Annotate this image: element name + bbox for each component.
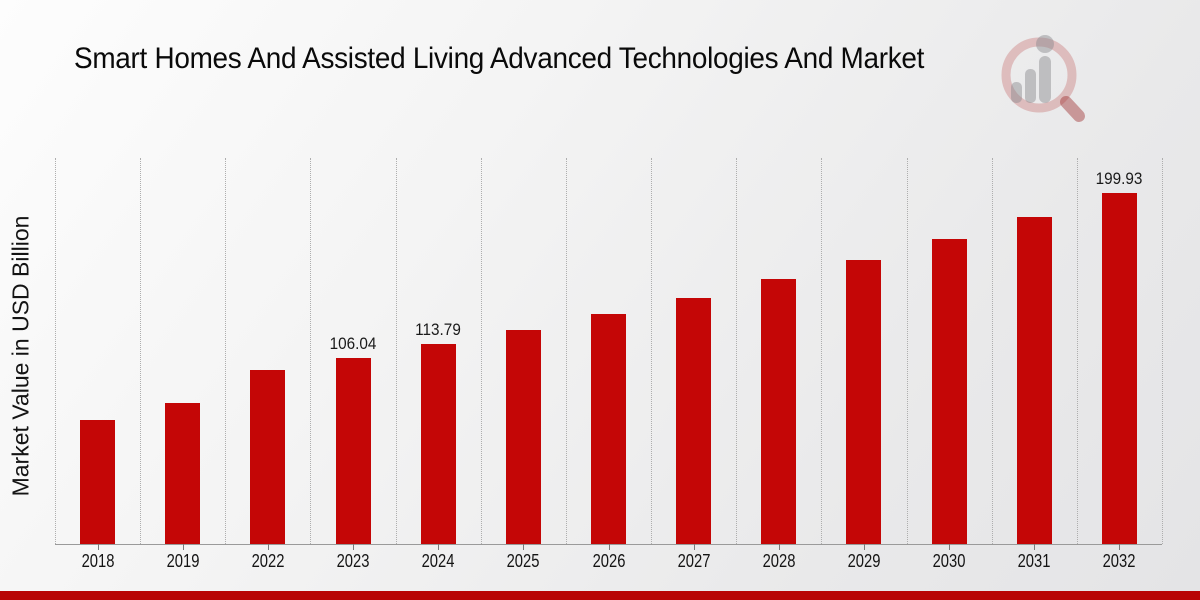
x-tick xyxy=(523,544,525,550)
x-tick-label: 2029 xyxy=(847,551,881,571)
bar-2025 xyxy=(505,329,541,544)
magnifier-bar-chart-logo xyxy=(1001,35,1085,122)
gridline xyxy=(310,158,312,544)
x-tick xyxy=(267,544,269,550)
magnifier-ring xyxy=(1001,37,1077,113)
gridline xyxy=(55,158,56,544)
gridline xyxy=(821,158,823,544)
x-axis: 2018 2019 2022 2023 2024 2025 2026 2027 2028 2029… xyxy=(55,551,1162,575)
gridline xyxy=(225,158,227,544)
bar-2018 xyxy=(80,420,116,544)
logo-bar-small xyxy=(1011,82,1022,103)
chart-title: Smart Homes And Assisted Living Advanced… xyxy=(74,42,925,75)
x-tick-label: 2026 xyxy=(592,551,625,571)
gridline xyxy=(480,158,482,544)
plot-area: 106.04 113.79 199.93 xyxy=(55,158,1163,550)
x-tick-label: 2028 xyxy=(762,551,796,571)
bar-value-label: 113.79 xyxy=(415,320,462,340)
footer-accent-bar xyxy=(0,591,1200,600)
bar-value-label: 106.04 xyxy=(329,333,377,353)
x-tick xyxy=(438,544,440,550)
logo-person-head xyxy=(1036,35,1054,53)
gridline xyxy=(906,158,908,544)
x-tick xyxy=(1119,544,1121,550)
x-tick xyxy=(97,544,99,550)
x-tick xyxy=(693,544,695,550)
x-tick xyxy=(608,544,610,550)
x-tick xyxy=(353,544,355,550)
y-axis-label: Market Value in USD Billion xyxy=(7,215,34,497)
gridline xyxy=(395,158,397,544)
magnifier-handle xyxy=(1060,96,1085,122)
bar-value-label: 199.93 xyxy=(1096,169,1143,189)
gridline xyxy=(565,158,567,544)
bar-2028 xyxy=(761,279,797,544)
x-tick-label: 2025 xyxy=(506,551,540,571)
bar-2022 xyxy=(250,370,286,544)
x-tick-label: 2023 xyxy=(336,551,370,571)
gridline xyxy=(140,158,142,544)
bar-2023 xyxy=(335,357,371,544)
x-tick-label: 2032 xyxy=(1102,551,1136,571)
x-tick-label: 2031 xyxy=(1017,551,1051,571)
bar-2030 xyxy=(931,239,967,544)
gridline xyxy=(1162,158,1163,544)
logo-bar-tall xyxy=(1039,56,1051,103)
bar-2029 xyxy=(846,260,882,544)
bar-2019 xyxy=(165,402,201,544)
x-tick-label: 2024 xyxy=(421,551,455,571)
x-tick-label: 2030 xyxy=(932,551,966,571)
bar-2031 xyxy=(1016,217,1052,544)
bar-2026 xyxy=(591,314,626,544)
gridline xyxy=(736,158,738,544)
gridline xyxy=(1076,158,1078,544)
x-tick xyxy=(182,544,184,550)
x-tick xyxy=(778,544,780,550)
gridline xyxy=(991,158,993,544)
x-tick xyxy=(1034,544,1036,550)
gridline xyxy=(651,158,653,544)
x-tick xyxy=(863,544,865,550)
x-tick-label: 2022 xyxy=(251,551,285,571)
x-tick xyxy=(949,544,951,550)
bar-2032 xyxy=(1101,193,1137,544)
x-tick-label: 2019 xyxy=(166,551,200,571)
x-tick-label: 2027 xyxy=(677,551,711,571)
x-tick-label: 2018 xyxy=(81,551,114,571)
bar-2027 xyxy=(676,297,712,544)
logo-bar-medium xyxy=(1025,69,1036,103)
bar-2024 xyxy=(420,344,456,544)
